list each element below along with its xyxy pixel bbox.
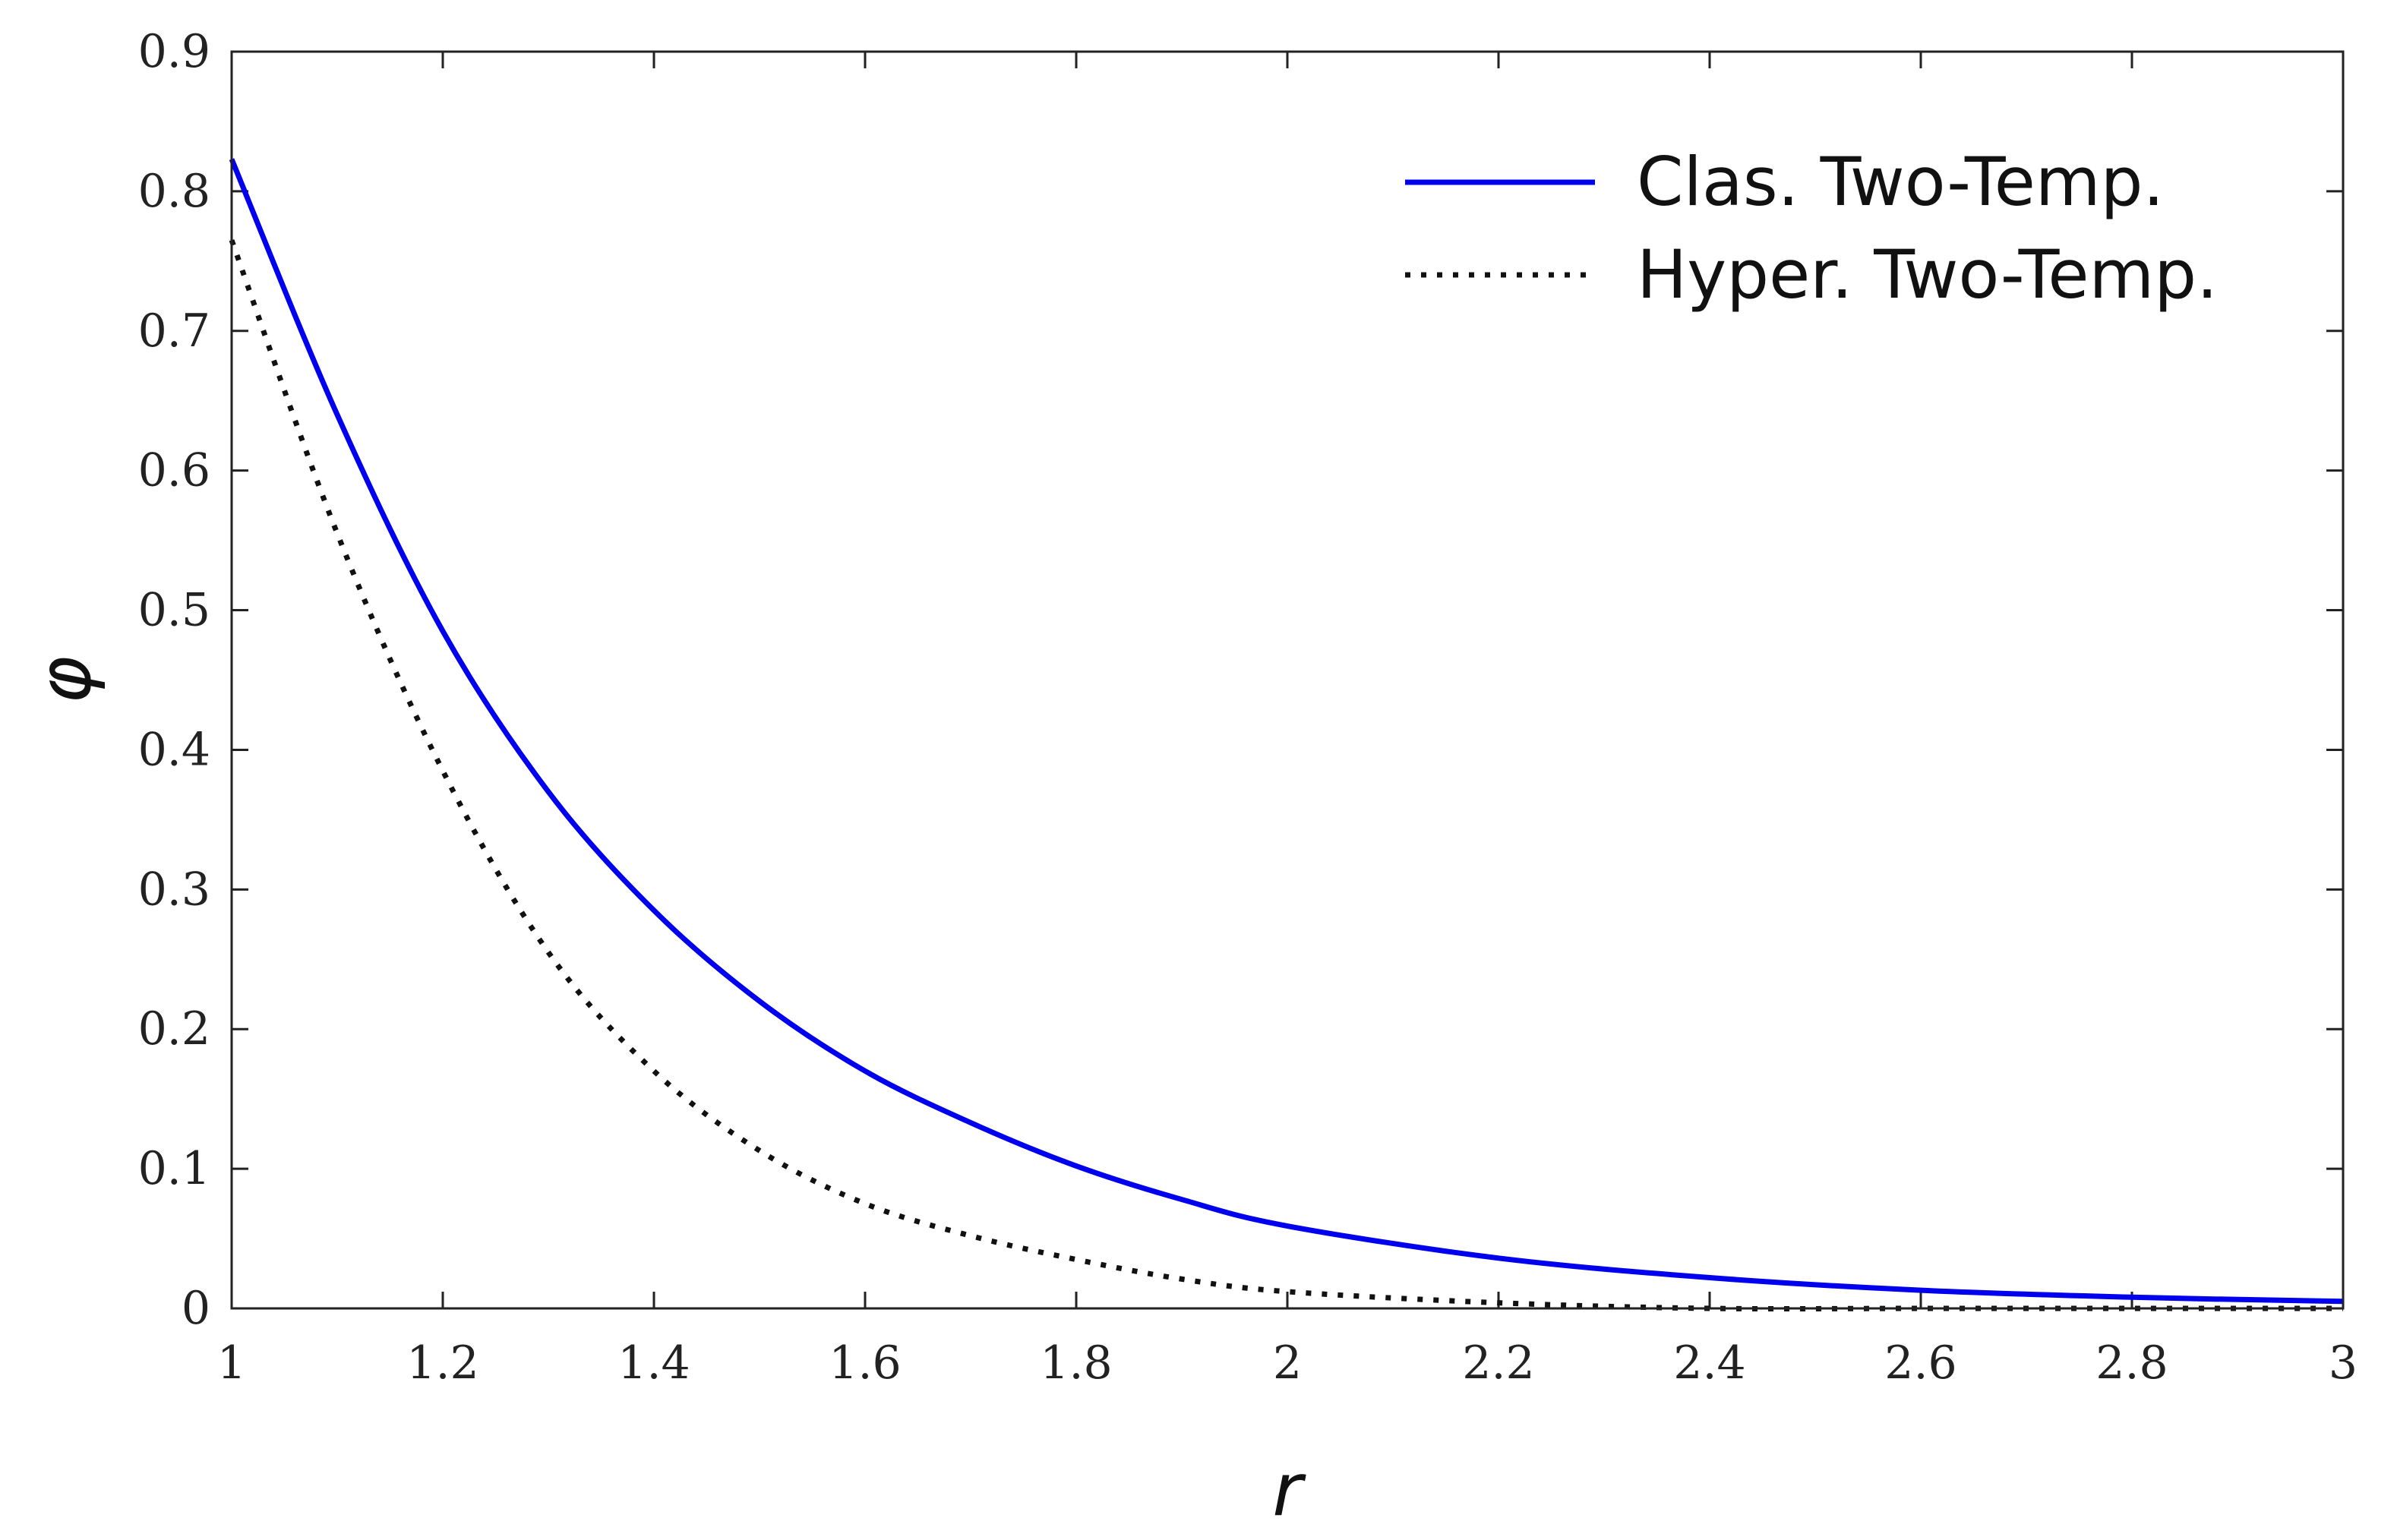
x-tick-label: 2.4 (1673, 1336, 1745, 1390)
legend-label-1: Clas. Two-Temp. (1637, 143, 2164, 221)
series-lines (229, 158, 2344, 1312)
y-tick-label: 0.9 (138, 25, 210, 78)
plot-frame (230, 50, 2345, 1310)
y-tick-label: 0.8 (138, 165, 210, 218)
y-tick-label: 0.5 (138, 584, 210, 637)
y-tick-label: 0.1 (138, 1142, 210, 1195)
x-tick-label: 1.6 (829, 1336, 901, 1390)
x-tick-label: 1.4 (617, 1336, 690, 1390)
x-tick-label: 2.6 (1884, 1336, 1956, 1390)
y-tick-label: 0 (182, 1282, 210, 1335)
series-line-1 (229, 158, 2344, 1305)
x-tick-label: 1 (217, 1336, 246, 1390)
x-tick-label: 2.8 (2095, 1336, 2168, 1390)
legend: Clas. Two-Temp. Hyper. Two-Temp. (1405, 143, 2218, 314)
y-tick-label: 0.3 (138, 863, 210, 916)
y-tick-label: 0.2 (138, 1002, 210, 1056)
y-tick-label: 0.7 (138, 305, 210, 358)
x-tick-label: 1.8 (1040, 1336, 1112, 1390)
x-axis-label: r (1272, 1447, 1306, 1532)
x-tick-label: 2.2 (1462, 1336, 1534, 1390)
x-tick-label: 2 (1273, 1336, 1302, 1390)
legend-label-2: Hyper. Two-Temp. (1637, 235, 2218, 314)
y-tick-label: 0.4 (138, 723, 210, 776)
y-tick-label: 0.6 (138, 444, 210, 497)
y-axis-tick-labels: 0 0.1 0.2 0.3 0.4 0.5 0.6 0.7 0.8 0.9 (138, 25, 210, 1335)
x-axis-tick-labels: 1 1.2 1.4 1.6 1.8 2 2.2 2.4 2.6 2.8 3 (217, 1336, 2358, 1390)
x-tick-label: 1.2 (406, 1336, 478, 1390)
x-tick-label: 3 (2329, 1336, 2358, 1390)
series-line-2 (229, 239, 2343, 1312)
y-axis-label: φ (22, 656, 107, 704)
